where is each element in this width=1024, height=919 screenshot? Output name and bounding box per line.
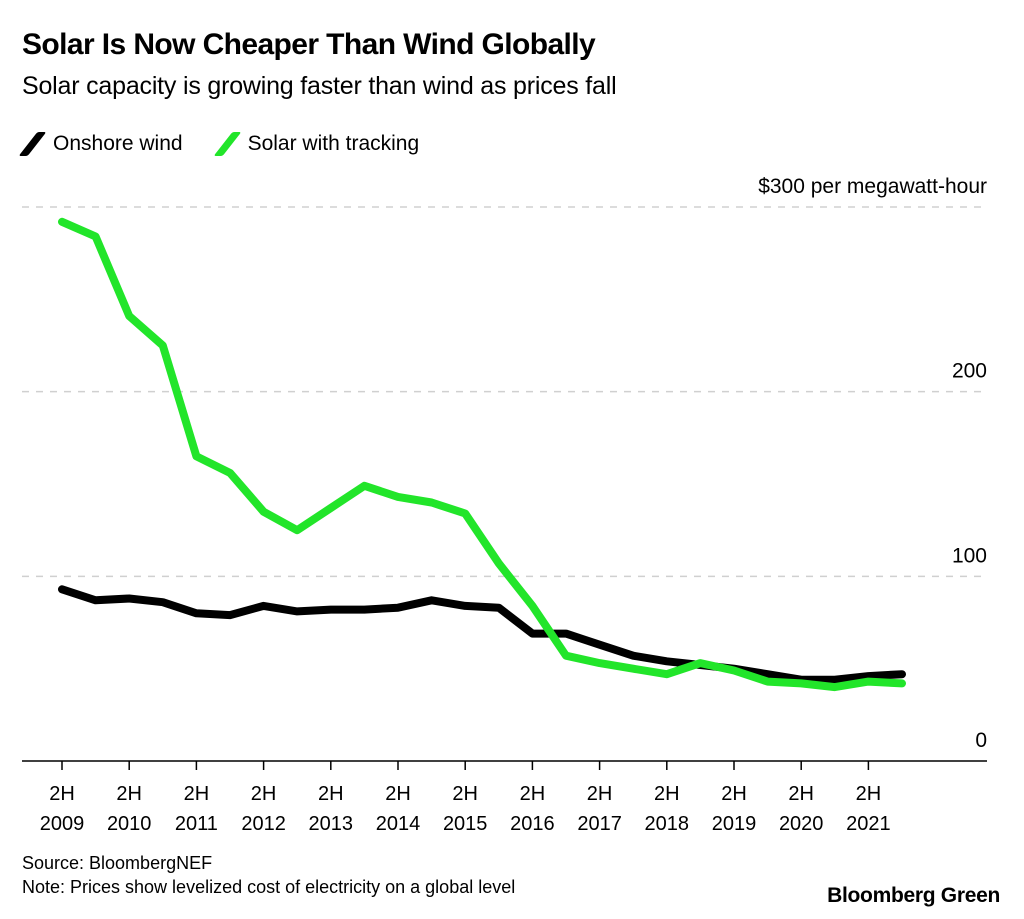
series-line-solar-with-tracking — [58, 217, 906, 692]
x-tick-label: 2H — [251, 783, 277, 805]
chart-title: Solar Is Now Cheaper Than Wind Globally — [22, 28, 596, 61]
x-tick-label: 2014 — [376, 813, 421, 835]
y-tick-label: 200 — [952, 360, 987, 383]
x-tick-label: 2H — [318, 783, 344, 805]
brand-logo: Bloomberg Green — [827, 884, 1000, 907]
x-tick-label: 2H — [452, 783, 478, 805]
x-tick-label: 2013 — [309, 813, 354, 835]
x-tick-label: 2H — [116, 783, 142, 805]
x-tick-label: 2H — [788, 783, 814, 805]
x-tick-label: 2009 — [40, 813, 85, 835]
y-tick-label: 100 — [952, 544, 987, 567]
x-tick-label: 2H — [49, 783, 75, 805]
y-tick-label: $300 per megawatt-hour — [758, 175, 987, 198]
legend-label: Onshore wind — [53, 132, 183, 155]
x-tick-label: 2012 — [241, 813, 286, 835]
source-note: Source: BloombergNEF — [22, 853, 213, 873]
x-tick-label: 2H — [385, 783, 411, 805]
x-tick-label: 2018 — [645, 813, 690, 835]
x-tick-label: 2H — [587, 783, 613, 805]
legend-item-onshore-wind: Onshore wind — [18, 132, 183, 156]
x-tick-label: 2H — [654, 783, 680, 805]
x-tick-label: 2011 — [175, 813, 218, 835]
x-tick-label: 2019 — [712, 813, 757, 835]
x-tick-label: 2H — [520, 783, 546, 805]
footer: Source: BloombergNEF Note: Prices show l… — [22, 851, 515, 899]
x-tick-label: 2010 — [107, 813, 152, 835]
legend: Onshore wind Solar with tracking — [18, 132, 453, 156]
series-line-onshore-wind — [58, 585, 906, 684]
x-tick-label: 2020 — [779, 813, 824, 835]
chart-subtitle: Solar capacity is growing faster than wi… — [22, 72, 617, 100]
x-tick-label: 2H — [856, 783, 882, 805]
x-tick-label: 2021 — [846, 813, 891, 835]
legend-item-solar: Solar with tracking — [213, 132, 420, 156]
methodology-note: Note: Prices show levelized cost of elec… — [22, 877, 516, 897]
x-tick-label: 2015 — [443, 813, 488, 835]
legend-label: Solar with tracking — [247, 132, 420, 155]
x-tick-label: 2H — [721, 783, 747, 805]
y-tick-label: 0 — [975, 729, 987, 752]
x-tick-label: 2H — [184, 783, 210, 805]
x-tick-label: 2017 — [577, 813, 622, 835]
x-tick-label: 2016 — [510, 813, 555, 835]
